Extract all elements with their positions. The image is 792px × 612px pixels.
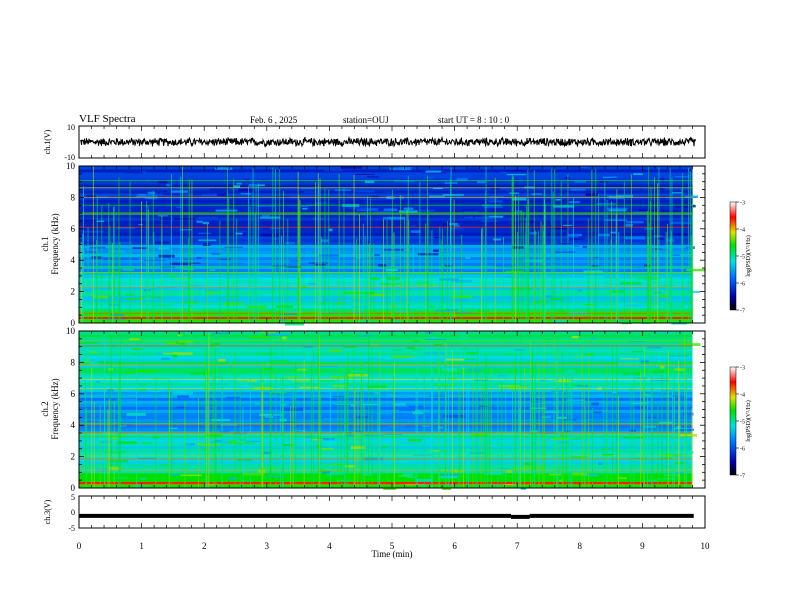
freq-tick-label: 4 [71,255,76,265]
date-label: Feb. 6 , 2025 [250,115,298,125]
colorbar-tick-label: -6 [740,447,745,453]
time-tick-label: 4 [327,541,332,551]
freq-tick-label: 6 [71,224,76,234]
ch1-ytick-top: 10 [67,123,75,132]
ch2-spectrogram-image [79,331,701,490]
colorbar-tick-label: -7 [740,309,745,315]
freq-tick-label: 2 [71,287,76,297]
ch3-ytick-top: 5 [71,493,75,502]
ch2-colorbar-label: log(PSD)(V²/Hz) [745,400,752,441]
ch3-signal-panel: 5 0 -5 ch.3(V) [43,493,706,533]
freq-tick-label: 8 [71,192,76,202]
colorbar-tick-label: -4 [740,393,745,399]
chart-title: VLF Spectra [79,113,136,125]
time-tick-label: 6 [452,541,457,551]
colorbar-tick-label: -5 [740,420,745,426]
colorbar-tick-label: -7 [740,474,745,480]
ch1-colorbar-ticks: -3 -4 -5 -6 -7 [736,201,745,315]
ch2-freq-ticks: 0 2 4 6 8 10 [66,326,705,493]
ch1-colorbar [729,201,737,311]
time-tick-label: 1 [139,541,144,551]
freq-tick-label: 10 [66,326,76,336]
colorbar-tick-label: -4 [740,228,745,234]
colorbar-tick-label: -3 [740,366,745,372]
ch3-signal-line [79,513,694,519]
time-tick-label: 0 [77,541,82,551]
colorbar-tick-label: -6 [740,282,745,288]
ch1-colorbar-label: log(PSD)(V²/Hz) [745,235,752,276]
freq-tick-label: 4 [71,420,76,430]
ch2-colorbar-ticks: -3 -4 -5 -6 -7 [736,366,745,480]
freq-tick-label: 6 [71,389,76,399]
freq-tick-label: 0 [71,483,76,493]
time-tick-label: 10 [701,541,711,551]
colorbar-tick-label: -3 [740,201,745,207]
freq-tick-label: 8 [71,357,76,367]
ch1-spec-ylabel: ch.1 [40,236,50,251]
time-tick-label: 8 [578,541,583,551]
ch1-ylabel: ch.1(V) [43,129,52,154]
start-ut-label: start UT = 8 : 10 : 0 [438,115,510,125]
freq-tick-label: 10 [66,161,76,171]
time-tick-label: 5 [390,541,395,551]
ch2-colorbar [729,366,737,476]
ch3-ytick-bottom: -5 [68,524,75,533]
ch2-spec-ylabel: ch.2 [40,401,50,416]
time-tick-label: 7 [515,541,520,551]
ch1-waveform-line [79,135,696,148]
time-axis-labels: 0 1 2 3 4 5 6 7 8 9 10 [77,541,710,551]
time-tick-label: 9 [640,541,645,551]
ch1-freq-ylabel: Frequency (kHz) [50,213,60,274]
ch2-freq-ylabel: Frequency (kHz) [50,378,60,439]
station-label: station=OUJ [343,115,389,125]
ch1-ytick-bottom: -10 [64,153,75,162]
time-tick-label: 2 [202,541,207,551]
ch1-spectrogram-image [79,166,706,326]
colorbar-tick-label: -5 [740,255,745,261]
time-axis-label: Time (min) [372,549,413,559]
ch1-freq-ticks: 0 2 4 6 8 10 [66,161,705,328]
freq-tick-label: 0 [71,318,76,328]
time-tick-label: 3 [265,541,270,551]
ch3-ylabel: ch.3(V) [43,499,52,524]
ch3-ytick-mid: 0 [71,508,75,517]
freq-tick-label: 2 [71,452,76,462]
ch1-waveform-panel: 10 -10 ch.1(V) [43,123,706,162]
time-axis-ticks [78,126,706,528]
